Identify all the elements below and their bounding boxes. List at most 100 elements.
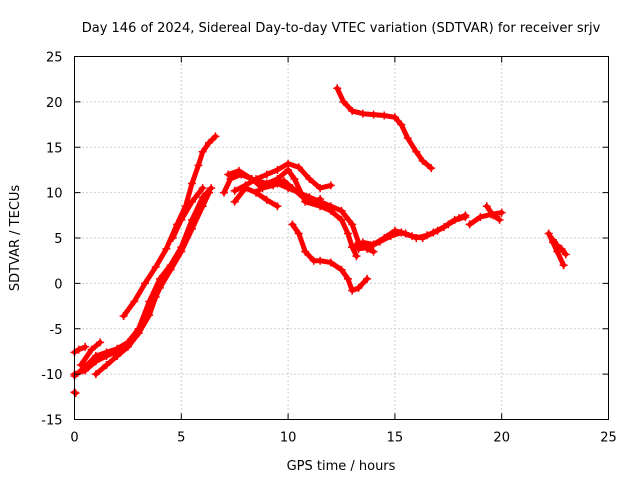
data-point bbox=[145, 311, 154, 320]
data-point bbox=[123, 342, 132, 351]
data-point bbox=[363, 274, 372, 283]
y-tick-label: 10 bbox=[46, 187, 63, 202]
data-point bbox=[548, 235, 557, 244]
data-point bbox=[337, 265, 346, 274]
data-point bbox=[333, 84, 342, 93]
data-point bbox=[155, 283, 164, 292]
data-point bbox=[119, 312, 128, 321]
data-point bbox=[241, 184, 250, 193]
y-tick-label: 25 bbox=[46, 51, 63, 66]
data-point bbox=[343, 274, 352, 283]
data-point bbox=[198, 147, 207, 156]
data-point bbox=[113, 351, 122, 360]
data-point bbox=[224, 170, 233, 179]
data-point bbox=[369, 247, 378, 256]
data-point bbox=[305, 175, 314, 184]
x-tick-label: 25 bbox=[600, 431, 617, 446]
data-point bbox=[497, 208, 506, 217]
series-line-arc-17 bbox=[467, 210, 505, 227]
data-point bbox=[403, 134, 412, 143]
data-point bbox=[301, 197, 310, 206]
data-point bbox=[354, 244, 363, 253]
data-point bbox=[348, 106, 357, 115]
data-point bbox=[168, 234, 177, 242]
data-point bbox=[440, 223, 449, 232]
data-point bbox=[234, 166, 243, 175]
data-point bbox=[187, 197, 196, 206]
data-point bbox=[290, 175, 299, 184]
data-point bbox=[418, 156, 427, 165]
data-point bbox=[198, 184, 207, 193]
data-point bbox=[71, 389, 80, 398]
data-point bbox=[207, 184, 216, 193]
series-layer bbox=[70, 84, 570, 398]
data-point bbox=[91, 357, 100, 366]
data-point bbox=[252, 175, 261, 184]
data-point bbox=[339, 97, 348, 106]
data-point bbox=[348, 220, 357, 229]
data-point bbox=[166, 265, 175, 274]
data-point bbox=[397, 120, 406, 129]
data-point bbox=[465, 220, 474, 229]
data-point bbox=[102, 361, 111, 370]
data-point bbox=[288, 220, 297, 229]
data-point bbox=[495, 215, 504, 224]
data-point bbox=[279, 176, 288, 185]
data-point bbox=[348, 286, 357, 295]
data-point bbox=[316, 184, 325, 193]
data-point bbox=[343, 229, 352, 238]
x-tick-label: 10 bbox=[280, 431, 297, 446]
series-line-arc-14 bbox=[334, 85, 434, 171]
data-point bbox=[301, 247, 310, 256]
y-tick-label: 20 bbox=[46, 96, 63, 111]
data-point bbox=[337, 215, 346, 224]
data-point bbox=[87, 345, 96, 354]
data-point bbox=[284, 165, 293, 174]
y-tick-label: -5 bbox=[50, 323, 63, 338]
series-line-arc-9 bbox=[225, 168, 323, 205]
data-point bbox=[230, 197, 239, 206]
grid bbox=[74, 56, 609, 420]
data-point bbox=[316, 194, 325, 203]
axis-ticks: 0 5 10 15 20 25 -15 -10 -5 0 5 10 15 20 25 bbox=[41, 51, 617, 446]
data-point bbox=[151, 263, 160, 272]
data-point bbox=[177, 247, 186, 256]
data-point bbox=[220, 188, 229, 197]
y-tick-label: 15 bbox=[46, 141, 63, 156]
x-tick-label: 15 bbox=[387, 431, 404, 446]
x-tick-label: 20 bbox=[493, 431, 510, 446]
data-point bbox=[375, 237, 384, 246]
y-tick-label: -15 bbox=[41, 414, 62, 429]
data-point bbox=[397, 228, 406, 237]
data-point bbox=[187, 224, 196, 233]
y-tick-label: 0 bbox=[54, 277, 62, 292]
data-point bbox=[187, 179, 196, 188]
data-point bbox=[358, 109, 367, 118]
data-point bbox=[130, 297, 139, 306]
data-point bbox=[352, 252, 361, 261]
data-point bbox=[198, 202, 207, 211]
data-point bbox=[205, 138, 214, 147]
data-point bbox=[561, 250, 570, 259]
data-point bbox=[386, 232, 395, 241]
data-point bbox=[262, 170, 271, 179]
data-point bbox=[294, 229, 303, 238]
data-point bbox=[544, 229, 553, 238]
data-point bbox=[461, 213, 470, 222]
x-axis-label: GPS time / hours bbox=[287, 459, 396, 474]
data-point bbox=[194, 161, 203, 170]
y-tick-label: -10 bbox=[41, 368, 62, 383]
series-line-arc-19 bbox=[546, 231, 567, 268]
data-point bbox=[365, 243, 374, 252]
series-line-arc-20 bbox=[550, 237, 569, 257]
data-point bbox=[390, 113, 399, 122]
data-point bbox=[489, 211, 498, 220]
data-point bbox=[429, 228, 438, 237]
data-point bbox=[273, 202, 282, 211]
data-point bbox=[211, 132, 220, 141]
data-point bbox=[559, 261, 568, 270]
data-point bbox=[252, 188, 261, 197]
data-point bbox=[262, 195, 271, 204]
data-point bbox=[140, 279, 149, 288]
data-point bbox=[76, 361, 85, 370]
